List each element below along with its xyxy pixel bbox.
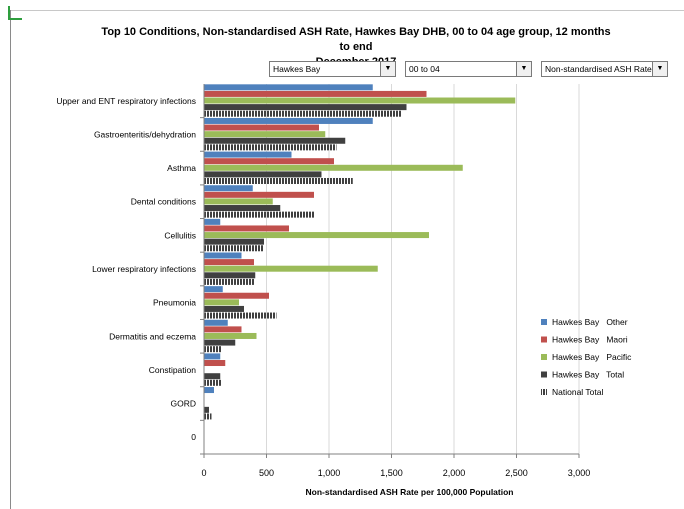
bar <box>204 252 242 259</box>
bar <box>204 104 407 111</box>
bar <box>204 373 221 380</box>
legend-label: Hawkes Bay Other <box>552 317 628 327</box>
chevron-down-icon[interactable]: ▼ <box>380 62 395 76</box>
bar <box>204 379 222 386</box>
bar <box>204 131 326 138</box>
bar <box>204 144 337 151</box>
category-label: Lower respiratory infections <box>92 264 196 274</box>
age-group-dropdown-value: 00 to 04 <box>409 64 440 74</box>
category-label: Asthma <box>167 163 196 173</box>
bar <box>204 406 209 413</box>
x-tick-label: 2,500 <box>505 468 528 478</box>
x-tick-label: 3,000 <box>568 468 591 478</box>
bar <box>204 158 334 165</box>
bar <box>204 137 346 144</box>
category-label: Upper and ENT respiratory infections <box>56 96 196 106</box>
bar <box>204 211 314 218</box>
legend-label: National Total <box>552 387 603 397</box>
category-label: Pneumonia <box>153 298 196 308</box>
bar <box>204 117 373 124</box>
category-label: Dental conditions <box>131 197 196 207</box>
bar <box>204 353 221 360</box>
dhb-dropdown[interactable]: Hawkes Bay ▼ <box>269 61 396 77</box>
bar <box>204 205 281 212</box>
age-group-dropdown[interactable]: 00 to 04 ▼ <box>405 61 532 77</box>
legend-label: Hawkes Bay Pacific <box>552 352 632 362</box>
chevron-down-icon[interactable]: ▼ <box>652 62 667 76</box>
bar <box>204 286 223 293</box>
x-tick-label: 500 <box>259 468 274 478</box>
measure-dropdown[interactable]: Non-standardised ASH Rate ▼ <box>541 61 668 77</box>
bar <box>204 225 289 232</box>
legend-label: Hawkes Bay Maori <box>552 335 628 345</box>
x-tick-label: 1,500 <box>380 468 403 478</box>
bar <box>204 124 319 131</box>
bar <box>204 177 353 184</box>
bar <box>204 305 244 312</box>
bar <box>204 326 242 333</box>
bar <box>204 238 264 245</box>
legend: Hawkes Bay Other Hawkes Bay Maori Hawkes B… <box>541 317 632 397</box>
bar <box>204 164 463 171</box>
bar <box>204 218 221 225</box>
bar <box>204 292 269 299</box>
category-label: Gastroenteritis/dehydration <box>94 129 196 139</box>
category-label: Constipation <box>149 365 197 375</box>
bar <box>204 387 214 394</box>
bar <box>204 278 254 285</box>
category-label: 0 <box>191 432 196 442</box>
x-axis-title: Non-standardised ASH Rate per 100,000 Po… <box>306 487 514 497</box>
cell-selection-marker <box>8 6 22 20</box>
bar <box>204 339 236 346</box>
bar <box>204 84 373 91</box>
legend-swatch <box>541 319 547 325</box>
axes: 0 500 1,000 1,500 2,000 2,500 3,000 Non-standar… <box>56 84 590 497</box>
frame-top-border <box>10 10 684 11</box>
bars <box>204 84 516 420</box>
category-label: Cellulitis <box>164 230 196 240</box>
frame-left-border <box>10 10 11 509</box>
bar <box>204 413 212 420</box>
bar <box>204 360 226 367</box>
legend-swatch <box>541 371 547 378</box>
bar <box>204 171 322 178</box>
legend-swatch <box>541 389 547 395</box>
dhb-dropdown-value: Hawkes Bay <box>273 64 321 74</box>
bar <box>204 198 273 205</box>
legend-swatch <box>541 336 547 343</box>
measure-dropdown-value: Non-standardised ASH Rate <box>545 64 652 74</box>
bar <box>204 110 402 117</box>
bar <box>204 151 292 158</box>
bar <box>204 232 429 239</box>
category-label: GORD <box>171 399 197 409</box>
chevron-down-icon[interactable]: ▼ <box>516 62 531 76</box>
legend-label: Hawkes Bay Total <box>552 370 624 380</box>
x-tick-label: 2,000 <box>443 468 466 478</box>
bar <box>204 312 277 319</box>
legend-swatch <box>541 354 547 360</box>
bar <box>204 272 256 279</box>
bar <box>204 332 257 339</box>
x-tick-label: 0 <box>201 468 206 478</box>
bar <box>204 265 378 272</box>
x-tick-label: 1,000 <box>318 468 341 478</box>
bar <box>204 191 314 198</box>
category-label: Dermatitis and eczema <box>109 331 196 341</box>
bar <box>204 97 516 104</box>
bar <box>204 185 253 192</box>
bar <box>204 245 264 252</box>
chart-title-line-1: Top 10 Conditions, Non-standardised ASH … <box>101 26 611 53</box>
bar <box>204 319 228 326</box>
bar <box>204 346 222 353</box>
bar <box>204 90 427 97</box>
bar <box>204 259 254 266</box>
bar <box>204 299 239 306</box>
